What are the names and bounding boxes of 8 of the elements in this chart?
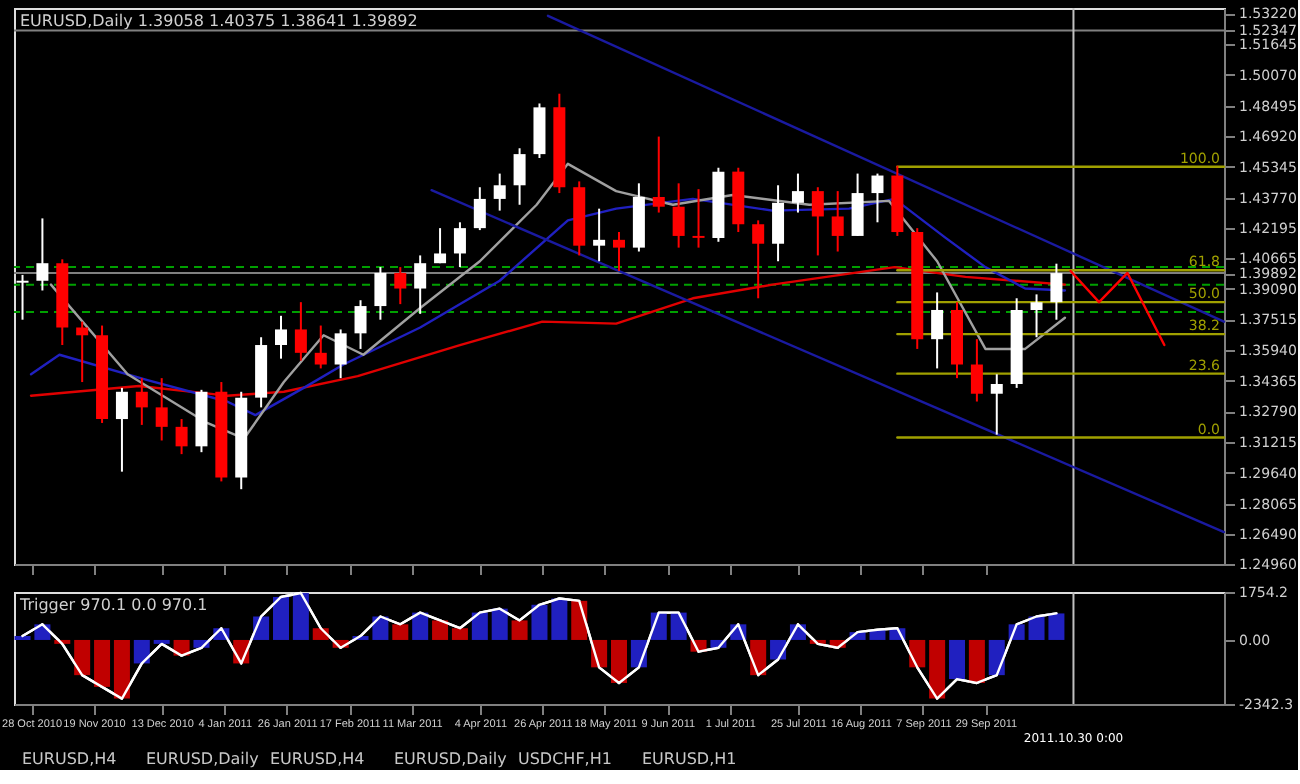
text: EURUSD,H1 bbox=[642, 750, 737, 768]
text: EURUSD,H4 bbox=[22, 750, 117, 768]
text: USDCHF,H1 bbox=[518, 750, 612, 768]
chart-title: EURUSD,Daily 1.39058 1.40375 1.38641 1.39892 bbox=[20, 12, 418, 30]
text: EURUSD,Daily bbox=[394, 750, 508, 768]
chart-title: Trigger 970.1 0.0 970.1 bbox=[18, 596, 208, 614]
text: EURUSD,H4 bbox=[270, 750, 365, 768]
text: EURUSD,Daily bbox=[146, 750, 260, 768]
